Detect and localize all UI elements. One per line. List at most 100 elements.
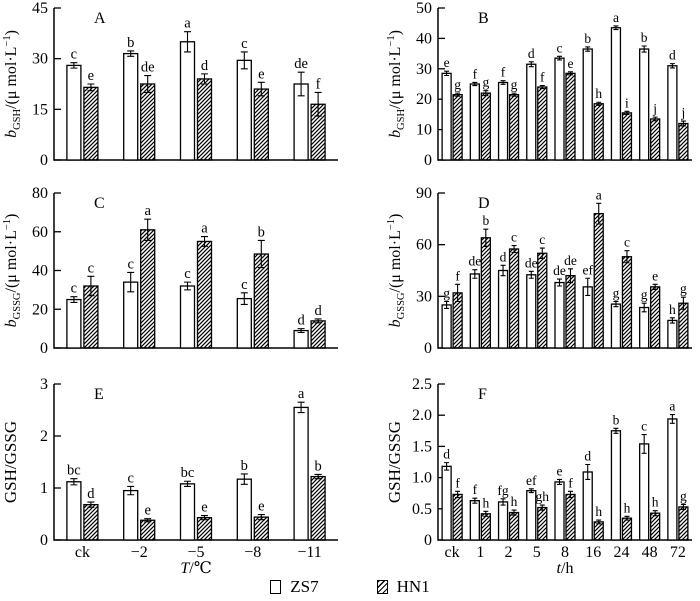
- sig-letter: f: [473, 66, 478, 81]
- bar-hn1: [650, 118, 661, 161]
- error-bar: [240, 292, 248, 305]
- error-bar: [87, 83, 95, 92]
- x-tick-label: −5: [187, 544, 204, 561]
- sig-letter: c: [241, 36, 247, 52]
- error-bar: [297, 401, 305, 414]
- error-bar: [127, 485, 135, 496]
- error-bar: [624, 515, 630, 521]
- bar-hn1: [196, 516, 213, 541]
- error-bar: [483, 228, 489, 247]
- sig-letter: i: [625, 95, 629, 110]
- bar-zs7: [639, 48, 650, 161]
- legend: ZS7 HN1: [0, 572, 700, 601]
- x-tick-label: 2: [505, 544, 513, 561]
- bar-zs7: [667, 418, 678, 541]
- panel-label: E: [94, 386, 104, 403]
- y-tick-label: 45: [32, 0, 48, 17]
- bar-zs7: [441, 465, 452, 541]
- sig-letter: g: [482, 75, 489, 90]
- error-bar: [314, 91, 322, 117]
- sig-letter: d: [314, 303, 322, 319]
- sig-letter: h: [669, 302, 676, 317]
- bar-zs7: [526, 490, 537, 541]
- sig-letter: h: [624, 500, 631, 515]
- sig-letter: bc: [181, 465, 195, 481]
- sig-letter: b: [314, 458, 321, 474]
- error-bar: [314, 318, 322, 324]
- sig-letter: e: [258, 66, 264, 82]
- bar-hn1: [621, 517, 633, 541]
- error-bar: [596, 101, 602, 106]
- bar-hn1: [140, 229, 156, 349]
- sig-letter: de: [294, 56, 308, 72]
- sig-letter: f: [316, 76, 321, 92]
- y-tick-label: 0.5: [412, 501, 432, 518]
- bar-hn1: [565, 72, 576, 161]
- sig-letter: a: [201, 221, 208, 237]
- sig-letter: a: [613, 10, 619, 25]
- y-tick-label: 0: [424, 532, 432, 549]
- sig-letter: b: [613, 412, 620, 427]
- bar-hn1: [678, 302, 689, 349]
- error-bar: [680, 296, 686, 310]
- sig-letter: c: [71, 47, 77, 63]
- error-bar: [596, 519, 602, 525]
- bar-zs7: [582, 286, 593, 349]
- error-bar: [585, 46, 591, 52]
- error-bar: [669, 317, 675, 324]
- sig-letter: c: [127, 470, 133, 486]
- sig-letter: c: [88, 260, 94, 276]
- y-axis-label: bGSSG/(μ mol·L−1): [386, 214, 407, 328]
- x-axis-label: T/℃: [180, 560, 211, 577]
- bar-zs7: [179, 41, 196, 161]
- error-bar: [585, 277, 591, 297]
- bar-hn1: [678, 506, 689, 541]
- bar-zs7: [236, 59, 252, 161]
- bar-zs7: [469, 273, 480, 349]
- bar-hn1: [565, 275, 576, 349]
- sig-letter: c: [539, 232, 545, 247]
- sig-letter: g: [680, 281, 687, 296]
- sig-letter: d: [297, 313, 305, 329]
- sig-letter: d: [528, 46, 535, 61]
- error-bar: [144, 218, 152, 242]
- y-axis-label: bGSH/(μ mol·L−1): [386, 30, 407, 138]
- bar-hn1: [83, 503, 99, 541]
- error-bar: [539, 84, 545, 90]
- sig-letter: b: [482, 213, 489, 228]
- error-bar: [70, 62, 78, 69]
- bar-zs7: [667, 319, 678, 349]
- bar-hn1: [310, 475, 326, 541]
- sig-letter: ef: [526, 473, 537, 488]
- y-tick-label: 0: [40, 152, 48, 169]
- error-bar: [483, 510, 489, 517]
- sig-letter: h: [511, 494, 518, 509]
- error-bar: [455, 92, 461, 97]
- bar-zs7: [610, 430, 622, 541]
- sig-letter: a: [144, 203, 151, 219]
- sig-letter: f: [455, 268, 460, 283]
- bar-zs7: [469, 83, 480, 161]
- error-bar: [613, 300, 619, 308]
- sig-letter: h: [595, 86, 602, 101]
- legend-label-hn1: HN1: [396, 577, 430, 596]
- x-tick-label: 72: [670, 544, 686, 561]
- bar-hn1: [621, 256, 633, 349]
- error-bar: [511, 92, 517, 97]
- y-tick-label: 30: [416, 61, 432, 78]
- sig-letter: e: [444, 55, 450, 70]
- bar-zs7: [293, 406, 309, 541]
- bar-zs7: [667, 65, 678, 161]
- sig-letter: de: [525, 255, 538, 270]
- bar-hn1: [508, 93, 520, 161]
- sig-letter: d: [500, 249, 507, 264]
- bar-hn1: [83, 86, 99, 161]
- sig-letter: g: [511, 77, 518, 92]
- sig-letter: j: [652, 101, 657, 116]
- sig-letter: e: [652, 268, 658, 283]
- y-axis-label: GSH/GSSG: [1, 421, 20, 503]
- bar-hn1: [537, 506, 548, 541]
- error-bar: [184, 281, 191, 291]
